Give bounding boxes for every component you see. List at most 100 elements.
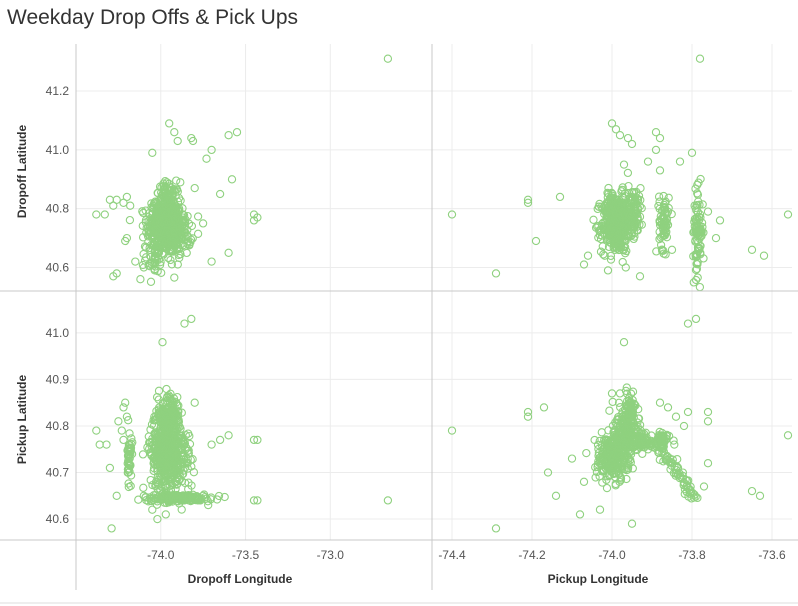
data-point-1-0-702 <box>616 132 623 139</box>
data-point-0-1-863 <box>191 399 198 406</box>
data-point-1-1-696 <box>524 413 531 420</box>
data-point-0-1-835 <box>159 339 166 346</box>
data-point-1-0-695 <box>556 193 563 200</box>
x-tick-label-1-0: -74.4 <box>438 548 466 562</box>
data-point-1-0-718 <box>620 161 627 168</box>
data-point-1-1-267 <box>598 429 605 436</box>
data-point-0-1-859 <box>217 436 224 443</box>
data-point-1-1-709 <box>684 408 691 415</box>
y-axis-title-1: Pickup Latitude <box>15 375 29 465</box>
data-point-1-0-713 <box>716 217 723 224</box>
data-point-0-0-704 <box>200 220 207 227</box>
data-point-0-0-543 <box>195 213 202 220</box>
data-point-1-1-716 <box>784 432 791 439</box>
data-point-0-0-671 <box>93 211 100 218</box>
axis-titles: Dropoff Longitude Pickup LongitudeDropoff… <box>15 125 649 586</box>
data-point-0-1-847 <box>122 399 129 406</box>
data-point-0-0-677 <box>123 193 130 200</box>
data-point-0-1-849 <box>115 418 122 425</box>
data-point-0-0-626 <box>171 274 178 281</box>
y-tick-label-0-0: 40.6 <box>46 260 70 274</box>
data-point-0-1-850 <box>118 427 125 434</box>
y-tick-label-1-4: 41.0 <box>46 326 70 340</box>
data-point-1-1-710 <box>704 408 711 415</box>
data-point-1-1-694 <box>492 525 499 532</box>
data-point-1-0-712 <box>712 235 719 242</box>
data-point-0-1-848 <box>120 404 127 411</box>
y-tick-label-0-2: 41.0 <box>46 143 70 157</box>
data-point-0-1-839 <box>93 427 100 434</box>
data-point-1-1-705 <box>656 399 663 406</box>
data-point-0-1-844 <box>113 492 120 499</box>
data-point-1-0-175 <box>619 258 626 265</box>
data-point-0-0-685 <box>171 129 178 136</box>
data-point-0-0-688 <box>225 132 232 139</box>
data-point-1-1-122 <box>603 485 610 492</box>
y-tick-label-1-2: 40.8 <box>46 419 70 433</box>
data-point-1-1-713 <box>700 483 707 490</box>
data-point-1-0-636 <box>694 274 701 281</box>
data-point-1-1-715 <box>756 492 763 499</box>
y-axis-title-0: Dropoff Latitude <box>15 125 29 219</box>
y-tick-label-1-1: 40.7 <box>46 466 70 480</box>
y-tick-label-1-3: 40.9 <box>46 372 70 386</box>
data-point-1-0-715 <box>760 252 767 259</box>
data-point-0-0-675 <box>113 196 120 203</box>
x-axis-title-0: Dropoff Longitude <box>188 572 293 586</box>
data-point-1-0-705 <box>656 135 663 142</box>
data-point-0-0-700 <box>208 258 215 265</box>
y-tick-label-0-3: 41.2 <box>46 84 70 98</box>
data-point-1-1-702 <box>576 511 583 518</box>
data-point-1-1-706 <box>664 404 671 411</box>
data-point-1-0-699 <box>584 252 591 259</box>
data-point-0-0-442 <box>177 179 184 186</box>
data-point-1-1-711 <box>704 418 711 425</box>
data-point-0-1-853 <box>162 511 169 518</box>
data-point-1-0-581 <box>656 193 663 200</box>
data-point-1-1-703 <box>596 506 603 513</box>
y-tick-label-0-1: 40.8 <box>46 202 70 216</box>
data-point-0-1-858 <box>225 432 232 439</box>
data-point-0-1-845 <box>120 436 127 443</box>
scatter-points <box>93 55 792 532</box>
data-point-1-1-700 <box>568 455 575 462</box>
data-point-0-1-352 <box>139 451 146 458</box>
data-point-1-0-707 <box>656 167 663 174</box>
data-point-1-0-716 <box>784 211 791 218</box>
x-tick-label-1-2: -74.0 <box>598 548 626 562</box>
data-point-1-0-692 <box>492 270 499 277</box>
x-tick-label-1-3: -73.8 <box>678 548 706 562</box>
data-point-0-1-860 <box>208 441 215 448</box>
x-tick-label-1-1: -74.2 <box>518 548 546 562</box>
data-point-1-0-696 <box>532 237 539 244</box>
data-point-1-0-709 <box>676 158 683 165</box>
data-point-1-1-110 <box>583 450 590 457</box>
data-point-0-0-670 <box>384 55 391 62</box>
data-point-0-1-840 <box>96 441 103 448</box>
data-point-0-0-684 <box>166 120 173 127</box>
data-point-0-0-97 <box>126 217 133 224</box>
data-point-1-1-714 <box>748 488 755 495</box>
data-point-1-0-717 <box>628 140 635 147</box>
data-point-0-1-842 <box>106 464 113 471</box>
data-point-0-0-439 <box>173 177 180 184</box>
data-point-1-1-692 <box>692 315 699 322</box>
data-point-0-0-703 <box>191 185 198 192</box>
data-point-0-0-672 <box>101 211 108 218</box>
data-point-0-0-701 <box>137 276 144 283</box>
data-point-1-1-699 <box>552 492 559 499</box>
data-point-1-0-720 <box>636 273 643 280</box>
data-point-1-0-626 <box>696 284 703 291</box>
data-point-0-0-691 <box>203 155 210 162</box>
data-point-1-1-691 <box>684 320 691 327</box>
data-point-1-0-223 <box>624 169 631 176</box>
data-point-1-1-697 <box>540 404 547 411</box>
x-tick-label-0-2: -73.0 <box>317 548 345 562</box>
data-point-1-1-704 <box>628 520 635 527</box>
data-point-0-1-838 <box>384 497 391 504</box>
data-point-1-1-690 <box>620 339 627 346</box>
data-point-0-1-841 <box>103 441 110 448</box>
data-point-1-1-649 <box>674 456 681 463</box>
data-point-0-0-683 <box>132 258 139 265</box>
